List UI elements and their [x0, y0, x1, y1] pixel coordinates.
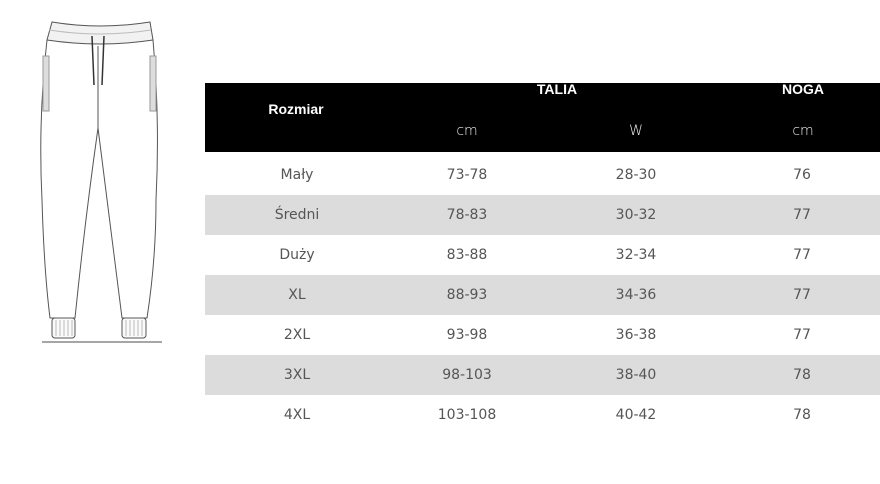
leg-cm-cell: 76	[793, 167, 811, 183]
header-leg: NOGA	[782, 83, 824, 97]
table-row: 4XL 103-108 40-42 78	[205, 395, 880, 435]
header-waist: TALIA	[536, 83, 578, 97]
leg-cm-cell: 77	[793, 327, 811, 343]
size-cell: 3XL	[283, 367, 311, 383]
size-cell: Średni	[274, 207, 320, 223]
size-cell: Mały	[280, 167, 314, 183]
table-row: XL 88-93 34-36 77	[205, 275, 880, 315]
waist-w-cell: 28-30	[615, 167, 657, 183]
waist-w-cell: 40-42	[615, 407, 657, 423]
table-row: Średni 78-83 30-32 77	[205, 195, 880, 235]
header-unit-waist-w: W	[629, 123, 643, 139]
leg-cm-cell: 78	[793, 407, 811, 423]
waist-cm-cell: 78-83	[446, 207, 488, 223]
waist-w-cell: 32-34	[615, 247, 657, 263]
table-row: Mały 73-78 28-30 76	[205, 155, 880, 195]
size-cell: Duży	[279, 247, 315, 263]
pants-illustration	[40, 21, 162, 343]
table-row: 2XL 93-98 36-38 77	[205, 315, 880, 355]
waist-w-cell: 34-36	[615, 287, 657, 303]
size-cell: 4XL	[283, 407, 311, 423]
waist-cm-cell: 98-103	[442, 367, 492, 383]
waist-cm-cell: 93-98	[446, 327, 488, 343]
waist-cm-cell: 83-88	[446, 247, 488, 263]
table-header: Rozmiar TALIA NOGA cm W cm	[205, 83, 880, 152]
leg-cm-cell: 77	[793, 247, 811, 263]
waist-cm-cell: 103-108	[437, 407, 497, 423]
waist-w-cell: 36-38	[615, 327, 657, 343]
size-cell: 2XL	[283, 327, 311, 343]
size-chart-table: Rozmiar TALIA NOGA cm W cm Mały 73-78 28-3…	[205, 83, 880, 435]
waist-w-cell: 30-32	[615, 207, 657, 223]
leg-cm-cell: 77	[793, 207, 811, 223]
waist-w-cell: 38-40	[615, 367, 657, 383]
table-row: 3XL 98-103 38-40 78	[205, 355, 880, 395]
waist-cm-cell: 88-93	[446, 287, 488, 303]
header-size: Rozmiar	[268, 101, 324, 117]
waist-cm-cell: 73-78	[446, 167, 488, 183]
header-unit-waist-cm: cm	[456, 123, 478, 139]
leg-cm-cell: 78	[793, 367, 811, 383]
header-unit-leg-cm: cm	[792, 123, 814, 139]
leg-cm-cell: 77	[793, 287, 811, 303]
size-cell: XL	[288, 287, 306, 303]
table-row: Duży 83-88 32-34 77	[205, 235, 880, 275]
